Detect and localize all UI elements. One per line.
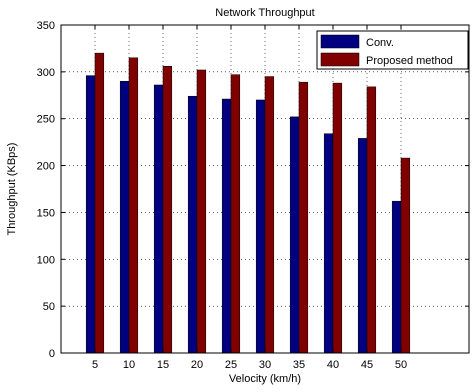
bar-proposed (366, 86, 377, 354)
bar-proposed (196, 69, 207, 354)
x-tick-label: 25 (225, 359, 237, 371)
x-tick-label: 20 (191, 359, 203, 371)
x-tick-label: 15 (157, 359, 169, 371)
axis-ticks: 0 50 100 150 200 250 300 350 5 10 15 20 25 30 35 40 45 50 (37, 20, 469, 371)
legend-swatch-conv (320, 34, 360, 49)
x-tick-label: 50 (395, 359, 407, 371)
y-tick-label: 250 (37, 114, 55, 126)
bar-proposed (400, 157, 411, 354)
x-tick-label: 35 (293, 359, 305, 371)
bar-conv (255, 99, 266, 354)
y-axis-label: Throughput (KBps) (6, 143, 18, 236)
bar-conv (357, 138, 368, 354)
bars (85, 52, 411, 354)
bar-conv (221, 98, 232, 354)
y-tick-label: 350 (37, 20, 55, 32)
bar-proposed (230, 74, 241, 354)
y-tick-label: 150 (37, 207, 55, 219)
y-tick-label: 100 (37, 254, 55, 266)
bar-proposed (298, 81, 309, 354)
x-tick-label: 5 (92, 359, 98, 371)
bar-conv (187, 95, 198, 354)
y-tick-label: 300 (37, 67, 55, 79)
bar-conv (323, 133, 334, 354)
bar-conv (153, 84, 164, 354)
legend-swatch-proposed (320, 52, 360, 67)
chart-title: Network Throughput (215, 7, 314, 19)
bar-conv (119, 80, 130, 354)
bar-conv (85, 75, 96, 354)
y-tick-label: 0 (49, 348, 55, 360)
bar-proposed (94, 52, 105, 354)
legend: Conv. Proposed method (316, 30, 469, 70)
x-axis-label: Velocity (km/h) (229, 373, 301, 385)
y-tick-label: 50 (43, 301, 55, 313)
legend-label-conv: Conv. (366, 37, 394, 49)
bar-conv (289, 116, 300, 354)
x-tick-label: 40 (327, 359, 339, 371)
bar-proposed (264, 76, 275, 354)
x-tick-label: 45 (361, 359, 373, 371)
x-tick-label: 10 (123, 359, 135, 371)
x-tick-label: 30 (259, 359, 271, 371)
legend-label-proposed: Proposed method (366, 55, 453, 67)
bar-conv (391, 200, 402, 354)
y-tick-label: 200 (37, 161, 55, 173)
bar-proposed (128, 57, 139, 354)
bar-proposed (332, 82, 343, 354)
bar-proposed (162, 65, 173, 354)
